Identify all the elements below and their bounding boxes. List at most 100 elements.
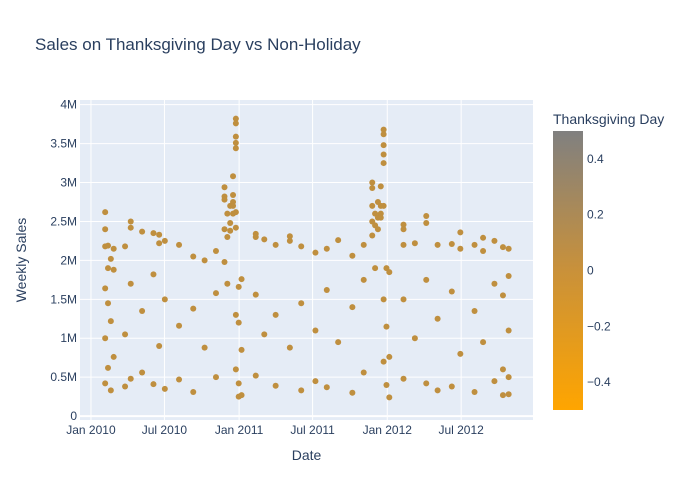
data-point	[499, 366, 506, 373]
data-point	[323, 245, 330, 252]
data-point	[386, 394, 393, 401]
x-axis: Jan 2010 Jul 2010 Jan 2011 Jul 2011 Jan 2012…	[66, 423, 484, 437]
data-point	[102, 335, 109, 342]
data-point	[156, 240, 163, 247]
data-point	[491, 378, 498, 385]
data-point	[499, 292, 506, 299]
data-point	[212, 374, 219, 381]
data-point	[150, 381, 157, 388]
data-point	[230, 202, 237, 209]
data-point	[400, 375, 407, 382]
data-point	[235, 380, 242, 387]
data-point	[221, 196, 228, 203]
data-point	[323, 384, 330, 391]
x-axis-title: Date	[292, 447, 322, 463]
data-point	[232, 209, 239, 216]
data-point	[312, 249, 319, 256]
data-point	[298, 243, 305, 250]
data-point	[156, 343, 163, 350]
data-point	[374, 226, 381, 233]
data-point	[386, 353, 393, 360]
y-tick-label: 2M	[60, 253, 77, 267]
data-point	[369, 232, 376, 239]
data-point	[107, 318, 114, 325]
x-tick-label: Jan 2011	[215, 423, 264, 437]
y-tick-label: 3.5M	[50, 137, 77, 151]
data-point	[286, 233, 293, 240]
data-point	[349, 304, 356, 311]
data-point	[161, 237, 168, 244]
data-point	[110, 245, 117, 252]
data-point	[372, 265, 379, 272]
data-point	[360, 369, 367, 376]
y-tick-label: 3M	[60, 176, 77, 190]
data-point	[238, 276, 245, 283]
x-tick-label: Jan 2010	[66, 423, 116, 437]
data-point	[380, 202, 387, 209]
data-point	[252, 234, 259, 241]
data-point	[400, 241, 407, 248]
colorbar-title: Thanksgiving Day	[553, 111, 664, 127]
data-point	[369, 179, 376, 186]
data-point	[423, 220, 430, 227]
data-point	[369, 184, 376, 191]
data-point	[400, 296, 407, 303]
data-point	[261, 331, 268, 338]
data-point	[127, 224, 134, 231]
data-point	[360, 276, 367, 283]
data-point	[272, 241, 279, 248]
colorbar: Thanksgiving Day 0.4 0.2 0 −0.2 −0.4	[553, 111, 664, 410]
data-point	[122, 243, 129, 250]
data-point	[448, 241, 455, 248]
data-point	[499, 244, 506, 251]
data-point	[105, 300, 112, 307]
data-point	[383, 381, 390, 388]
data-point	[127, 375, 134, 382]
data-point	[423, 276, 430, 283]
y-tick-label: 0	[70, 409, 77, 423]
colorbar-tick-label: −0.4	[587, 375, 611, 389]
data-point	[349, 252, 356, 259]
data-point	[102, 209, 109, 216]
data-point	[471, 388, 478, 395]
data-point	[176, 376, 183, 383]
data-points	[102, 115, 512, 401]
data-point	[227, 220, 234, 227]
data-point	[224, 280, 231, 287]
y-axis-title: Weekly Sales	[13, 218, 29, 303]
data-point	[230, 191, 237, 198]
data-point	[261, 236, 268, 243]
data-point	[122, 331, 129, 338]
data-point	[505, 245, 512, 252]
data-point	[127, 218, 134, 225]
data-point	[105, 265, 112, 272]
data-point	[380, 142, 387, 149]
data-point	[434, 387, 441, 394]
data-point	[286, 344, 293, 351]
data-point	[411, 335, 418, 342]
data-point	[323, 286, 330, 293]
data-point	[380, 126, 387, 133]
data-point	[434, 241, 441, 248]
y-tick-label: 1M	[60, 331, 77, 345]
data-point	[230, 173, 237, 180]
y-tick-label: 1.5M	[50, 292, 77, 306]
x-tick-label: Jul 2012	[438, 423, 484, 437]
colorbar-ticks: 0.4 0.2 0 −0.2 −0.4	[587, 152, 611, 389]
data-point	[377, 183, 384, 190]
data-point	[252, 372, 259, 379]
data-point	[102, 380, 109, 387]
data-point	[105, 364, 112, 371]
y-tick-label: 4M	[60, 98, 77, 112]
data-point	[312, 327, 319, 334]
data-point	[221, 184, 228, 191]
data-point	[377, 214, 384, 221]
colorbar-tick-label: 0.4	[587, 152, 604, 166]
data-point	[380, 358, 387, 365]
colorbar-gradient	[553, 131, 583, 410]
data-point	[457, 229, 464, 236]
data-point	[380, 160, 387, 167]
data-point	[335, 237, 342, 244]
data-point	[102, 285, 109, 292]
